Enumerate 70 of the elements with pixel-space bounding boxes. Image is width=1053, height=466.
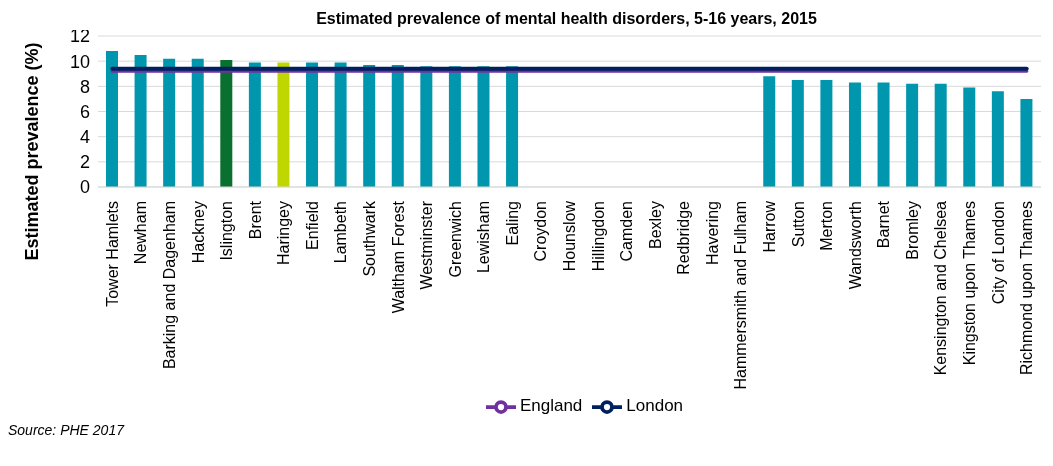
chart-title: Estimated prevalence of mental health disorders, 5-16 years, 2015 xyxy=(316,10,817,27)
bar xyxy=(420,66,433,187)
x-tick-label: Barnet xyxy=(875,200,893,249)
bar xyxy=(363,64,376,187)
x-tick-label: Barking and Dagenham xyxy=(160,201,178,370)
bar xyxy=(991,91,1004,187)
bar xyxy=(934,83,947,187)
x-tick-label: Greenwich xyxy=(446,201,464,278)
bar xyxy=(820,80,833,187)
y-axis-title: Estimated prevalence (%) xyxy=(22,42,42,261)
y-tick-label: 6 xyxy=(79,101,90,122)
bar xyxy=(848,82,861,187)
legend-label: London xyxy=(626,396,684,416)
x-tick-label: Hounslow xyxy=(561,200,578,272)
bar xyxy=(163,58,176,187)
x-tick-label: Hammersmith and Fulham xyxy=(732,201,750,390)
bar xyxy=(448,66,461,187)
x-tick-label: Islington xyxy=(218,201,236,261)
bar xyxy=(106,51,118,187)
legend-label: England xyxy=(519,396,583,416)
bar xyxy=(791,80,804,187)
x-tick-label: Ealing xyxy=(503,201,521,246)
bar xyxy=(963,87,976,187)
bar xyxy=(477,66,490,187)
x-tick-label: Bexley xyxy=(646,201,664,250)
y-tick-label: 8 xyxy=(79,76,90,97)
bar xyxy=(906,83,919,187)
x-tick-label: Bromley xyxy=(903,201,921,260)
x-tick-label: Haringey xyxy=(275,201,293,266)
x-tick-label: Havering xyxy=(703,201,721,266)
x-tick-label: Tower Hamlets xyxy=(103,201,121,307)
x-tick-label: Kensington and Chelsea xyxy=(932,200,950,376)
x-tick-label: Southwark xyxy=(360,200,378,277)
x-tick-label: Redbridge xyxy=(675,200,693,275)
x-tick-label: Enfield xyxy=(303,201,321,250)
x-tick-label: Camden xyxy=(618,201,636,262)
bar xyxy=(134,54,147,187)
x-tick-label: Merton xyxy=(818,201,836,251)
y-tick-label: 4 xyxy=(79,127,90,148)
y-tick-label: 10 xyxy=(69,51,90,72)
y-tick-label: 12 xyxy=(69,26,90,47)
bar xyxy=(877,82,890,187)
x-tick-label: Brent xyxy=(246,200,264,240)
bar xyxy=(763,76,776,187)
bar xyxy=(248,62,261,187)
bar xyxy=(506,66,519,187)
bar xyxy=(277,62,290,187)
y-tick-label: 0 xyxy=(79,177,90,198)
x-tick-label: City of London xyxy=(989,201,1007,305)
bar xyxy=(306,62,319,187)
bar xyxy=(1020,98,1033,187)
x-tick-label: Lambeth xyxy=(332,201,350,264)
x-tick-label: Newham xyxy=(132,201,150,265)
bar xyxy=(334,62,347,187)
source-note: Source: PHE 2017 xyxy=(8,422,126,438)
bar xyxy=(220,59,233,187)
x-tick-label: Richmond upon Thames xyxy=(1018,201,1036,376)
x-tick-label: Harrow xyxy=(761,200,779,253)
x-tick-label: Lewisham xyxy=(475,201,493,274)
x-tick-label: Waltham Forest xyxy=(389,200,407,314)
bar xyxy=(391,64,404,187)
x-tick-label: Hillingdon xyxy=(589,201,607,272)
x-tick-label: Sutton xyxy=(789,201,807,248)
x-tick-label: Kingston upon Thames xyxy=(961,201,979,366)
x-tick-label: Hackney xyxy=(189,201,207,264)
y-tick-label: 2 xyxy=(79,152,90,173)
x-tick-label: Croydon xyxy=(532,201,550,262)
bar xyxy=(191,58,204,187)
x-tick-label: Wandsworth xyxy=(846,201,864,290)
x-tick-label: Westminster xyxy=(418,200,436,290)
